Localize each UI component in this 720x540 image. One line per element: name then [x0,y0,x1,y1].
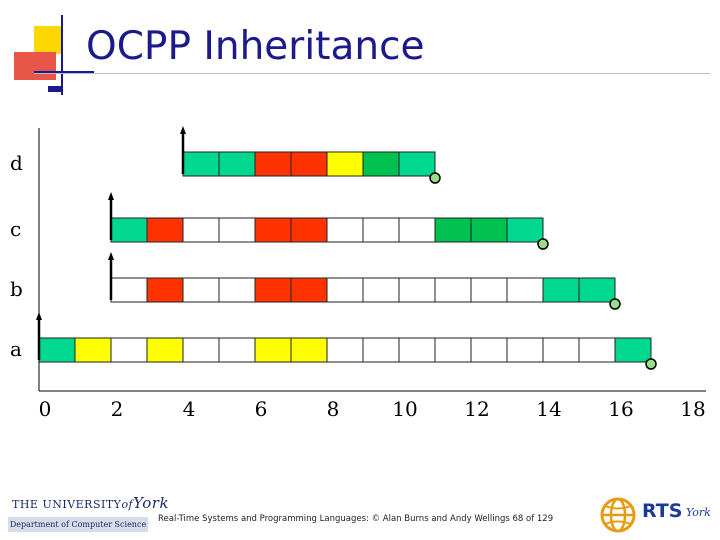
task-row-b: b [10,252,621,310]
task-d-cell-4 [182,151,220,177]
task-b-cell-11 [434,277,472,303]
task-c-cell-4 [182,217,220,243]
task-c-cell-11 [434,217,472,243]
task-a-cell-6 [254,337,292,363]
task-a-cell-14 [542,337,580,363]
task-b-cell-3 [146,277,184,303]
x-tick-label-6: 6 [255,397,268,421]
x-tick-label-0: 0 [39,397,52,421]
task-c-cell-12 [470,217,508,243]
task-a-cell-10 [398,337,436,363]
task-b-cell-8 [326,277,364,303]
york-logo-of: of [121,498,134,511]
task-a-finish-marker [645,358,657,370]
task-c-cell-3 [146,217,184,243]
task-b-cell-15 [578,277,616,303]
task-d-cell-10 [398,151,436,177]
task-c-cell-7 [290,217,328,243]
task-a-cell-11 [434,337,472,363]
task-b-cell-13 [506,277,544,303]
task-row-d: d [10,126,441,184]
york-logo-university: THE UNIVERSITY [12,498,122,511]
task-a-cell-1 [74,337,112,363]
task-a-cell-2 [110,337,148,363]
globe-icon [600,497,636,533]
task-b-cell-7 [290,277,328,303]
x-tick-label-2: 2 [111,397,124,421]
task-b-cell-12 [470,277,508,303]
task-a-cell-16 [614,337,652,363]
x-tick-label-12: 12 [464,397,489,421]
task-d-finish-marker [429,172,441,184]
task-a-cell-0 [38,337,76,363]
task-a-cell-15 [578,337,616,363]
task-c-cell-6 [254,217,292,243]
task-c-cell-2 [110,217,148,243]
x-tick-label-4: 4 [183,397,196,421]
university-of-york-logo: THE UNIVERSITYofYork Department of Compu… [8,490,169,534]
footer-text: Real-Time Systems and Programming Langua… [158,514,554,524]
task-d-cell-8 [326,151,364,177]
x-tick-label-10: 10 [392,397,417,421]
task-c-cell-10 [398,217,436,243]
task-a-cell-9 [362,337,400,363]
task-b-cell-6 [254,277,292,303]
task-b-cell-14 [542,277,580,303]
task-b-finish-marker [609,298,621,310]
page-title: OCPP Inheritance [86,24,425,69]
task-row-c: c [10,192,549,250]
task-a-cell-7 [290,337,328,363]
task-d-cell-9 [362,151,400,177]
task-d-cell-6 [254,151,292,177]
task-c-cell-8 [326,217,364,243]
x-tick-label-18: 18 [680,397,705,421]
task-label-b: b [10,277,23,301]
title-deco-red-square [14,52,56,80]
title-deco-yellow-square [34,26,62,54]
task-c-cell-9 [362,217,400,243]
task-b-cell-9 [362,277,400,303]
task-b-release-arrowhead [108,252,114,260]
task-d-cell-7 [290,151,328,177]
task-a-cell-3 [146,337,184,363]
x-tick-label-16: 16 [608,397,633,421]
rts-logo-text: RTS [642,500,683,522]
title-deco-rule [34,73,710,74]
task-d-cell-5 [218,151,256,177]
task-c-finish-marker [537,238,549,250]
task-b-cell-5 [218,277,256,303]
task-label-a: a [10,337,22,361]
task-a-cell-8 [326,337,364,363]
task-c-cell-5 [218,217,256,243]
title-deco-small-bar [48,86,61,92]
task-a-cell-12 [470,337,508,363]
task-label-d: d [10,151,23,175]
task-a-cell-5 [218,337,256,363]
rts-york-logo: RTS York [598,494,714,536]
task-b-cell-10 [398,277,436,303]
task-row-a: a [10,312,657,370]
x-tick-label-8: 8 [327,397,340,421]
rts-logo-york: York [686,506,711,519]
title-deco-horizontal-line [34,71,94,73]
york-logo-department: Department of Computer Science [8,517,148,532]
title-deco-vertical-line [61,15,63,95]
x-tick-label-14: 14 [536,397,561,421]
task-label-c: c [10,217,21,241]
task-c-cell-13 [506,217,544,243]
york-logo-title: THE UNIVERSITYofYork [12,494,169,512]
task-b-cell-2 [110,277,148,303]
task-a-cell-4 [182,337,220,363]
task-a-cell-13 [506,337,544,363]
task-b-cell-4 [182,277,220,303]
task-d-release-arrowhead [180,126,186,134]
york-logo-york: York [133,494,170,512]
task-c-release-arrowhead [108,192,114,200]
